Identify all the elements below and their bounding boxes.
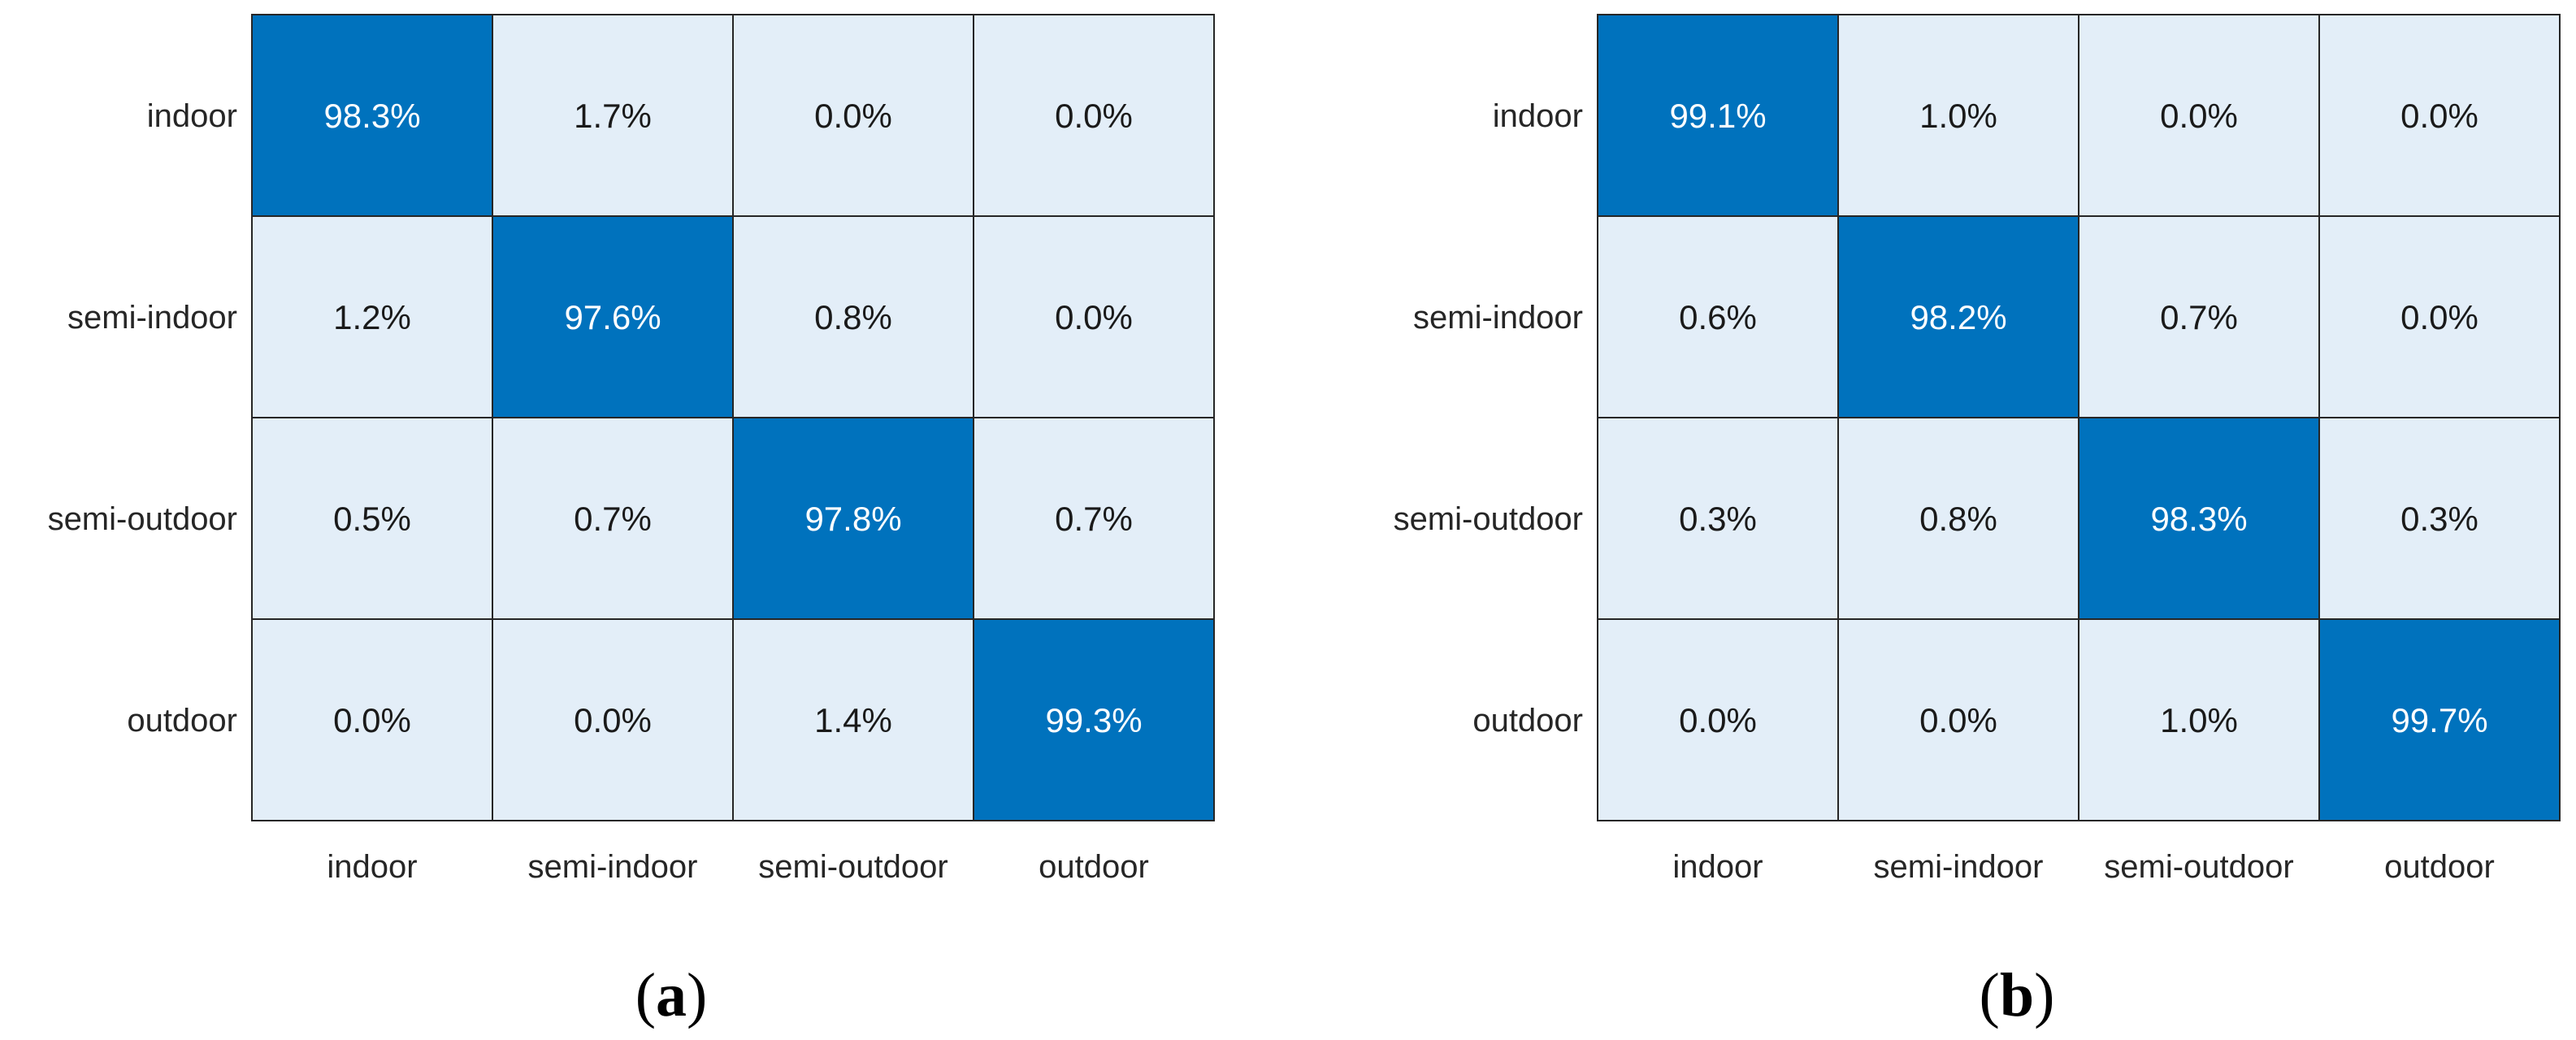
heatmap-cell bbox=[1597, 215, 1839, 418]
cell-value-label: 0.0% bbox=[1919, 701, 1997, 739]
row-tick-label: semi-indoor bbox=[67, 300, 237, 336]
cell-value-label: 99.1% bbox=[1669, 97, 1766, 135]
row-tick-label: indoor bbox=[147, 98, 237, 134]
column-tick-label: indoor bbox=[1672, 849, 1763, 885]
heatmap-cell bbox=[732, 618, 974, 821]
cell-value-label: 0.3% bbox=[2400, 500, 2478, 538]
heatmap-cell bbox=[2318, 618, 2561, 821]
heatmap-cell bbox=[2078, 215, 2320, 418]
heatmap-cell bbox=[2318, 417, 2561, 620]
heatmap-cell bbox=[251, 215, 493, 418]
cell-value-label: 0.7% bbox=[2160, 298, 2238, 336]
heatmap-cell bbox=[2318, 14, 2561, 217]
cell-value-label: 0.7% bbox=[574, 500, 652, 538]
cell-value-label: 0.0% bbox=[1679, 701, 1757, 739]
heatmap-cell bbox=[1597, 14, 1839, 217]
cell-value-label: 0.0% bbox=[2400, 298, 2478, 336]
column-tick-label: semi-indoor bbox=[1874, 849, 2044, 885]
row-tick-label: semi-outdoor bbox=[48, 501, 237, 537]
heatmap-cell bbox=[2078, 14, 2320, 217]
heatmap-cell bbox=[973, 215, 1215, 418]
column-tick-label: semi-outdoor bbox=[758, 849, 948, 885]
heatmap-cell bbox=[1597, 618, 1839, 821]
cell-value-label: 98.3% bbox=[2150, 500, 2247, 538]
cell-value-label: 1.4% bbox=[814, 701, 892, 739]
row-tick-label: indoor bbox=[1493, 98, 1583, 134]
column-tick-label: semi-outdoor bbox=[2104, 849, 2293, 885]
heatmap-cell bbox=[1837, 14, 2079, 217]
row-tick-label: semi-outdoor bbox=[1394, 501, 1583, 537]
panel-caption: (b) bbox=[1980, 961, 2055, 1029]
cell-value-label: 0.0% bbox=[2160, 97, 2238, 135]
cell-value-label: 0.0% bbox=[1055, 97, 1133, 135]
confusion-matrix-panel-a: 98.3% 1.7% 0.0% 0.0% 1.2% 97.6% 0.8% 0.0% 0.5% 0.… bbox=[48, 14, 1215, 1029]
cell-value-label: 98.2% bbox=[1910, 298, 2006, 336]
column-tick-label: semi-indoor bbox=[528, 849, 698, 885]
cell-value-label: 0.0% bbox=[574, 701, 652, 739]
heatmap-cell bbox=[973, 618, 1215, 821]
cell-value-label: 1.0% bbox=[2160, 701, 2238, 739]
cell-value-label: 0.0% bbox=[2400, 97, 2478, 135]
heatmap-cell bbox=[492, 417, 734, 620]
cell-value-label: 1.0% bbox=[1919, 97, 1997, 135]
cell-value-label: 0.0% bbox=[1055, 298, 1133, 336]
heatmap-cell bbox=[251, 618, 493, 821]
heatmap-cell bbox=[2078, 417, 2320, 620]
confusion-matrix-panel-b: 99.1% 1.0% 0.0% 0.0% 0.6% 98.2% 0.7% 0.0% 0.3% 0.… bbox=[1394, 14, 2561, 1029]
heatmap-cell bbox=[492, 14, 734, 217]
cell-value-label: 97.6% bbox=[564, 298, 661, 336]
heatmap-cell bbox=[1597, 417, 1839, 620]
panel-caption: (a) bbox=[635, 961, 708, 1029]
row-tick-label: outdoor bbox=[127, 703, 237, 739]
cell-value-label: 1.2% bbox=[333, 298, 411, 336]
heatmap-cell bbox=[251, 14, 493, 217]
cell-value-label: 0.3% bbox=[1679, 500, 1757, 538]
cell-value-label: 0.8% bbox=[814, 298, 892, 336]
cell-value-label: 0.0% bbox=[814, 97, 892, 135]
heatmap-cell bbox=[492, 618, 734, 821]
cell-value-label: 0.0% bbox=[333, 701, 411, 739]
cell-value-label: 98.3% bbox=[323, 97, 420, 135]
row-tick-label: outdoor bbox=[1472, 703, 1583, 739]
cell-value-label: 97.8% bbox=[804, 500, 901, 538]
heatmap-cell bbox=[973, 417, 1215, 620]
cell-value-label: 0.5% bbox=[333, 500, 411, 538]
column-tick-label: indoor bbox=[327, 849, 417, 885]
cell-value-label: 0.6% bbox=[1679, 298, 1757, 336]
cell-value-label: 99.7% bbox=[2391, 701, 2487, 739]
heatmap-cell bbox=[732, 14, 974, 217]
cell-value-label: 0.8% bbox=[1919, 500, 1997, 538]
heatmap-cell bbox=[2318, 215, 2561, 418]
heatmap-cell bbox=[492, 215, 734, 418]
cell-value-label: 99.3% bbox=[1045, 701, 1142, 739]
cell-value-label: 1.7% bbox=[574, 97, 652, 135]
row-tick-label: semi-indoor bbox=[1413, 300, 1583, 336]
column-tick-label: outdoor bbox=[1039, 849, 1149, 885]
heatmap-cell bbox=[973, 14, 1215, 217]
heatmap-cell bbox=[2078, 618, 2320, 821]
cell-value-label: 0.7% bbox=[1055, 500, 1133, 538]
column-tick-label: outdoor bbox=[2384, 849, 2495, 885]
heatmap-cell bbox=[1837, 215, 2079, 418]
